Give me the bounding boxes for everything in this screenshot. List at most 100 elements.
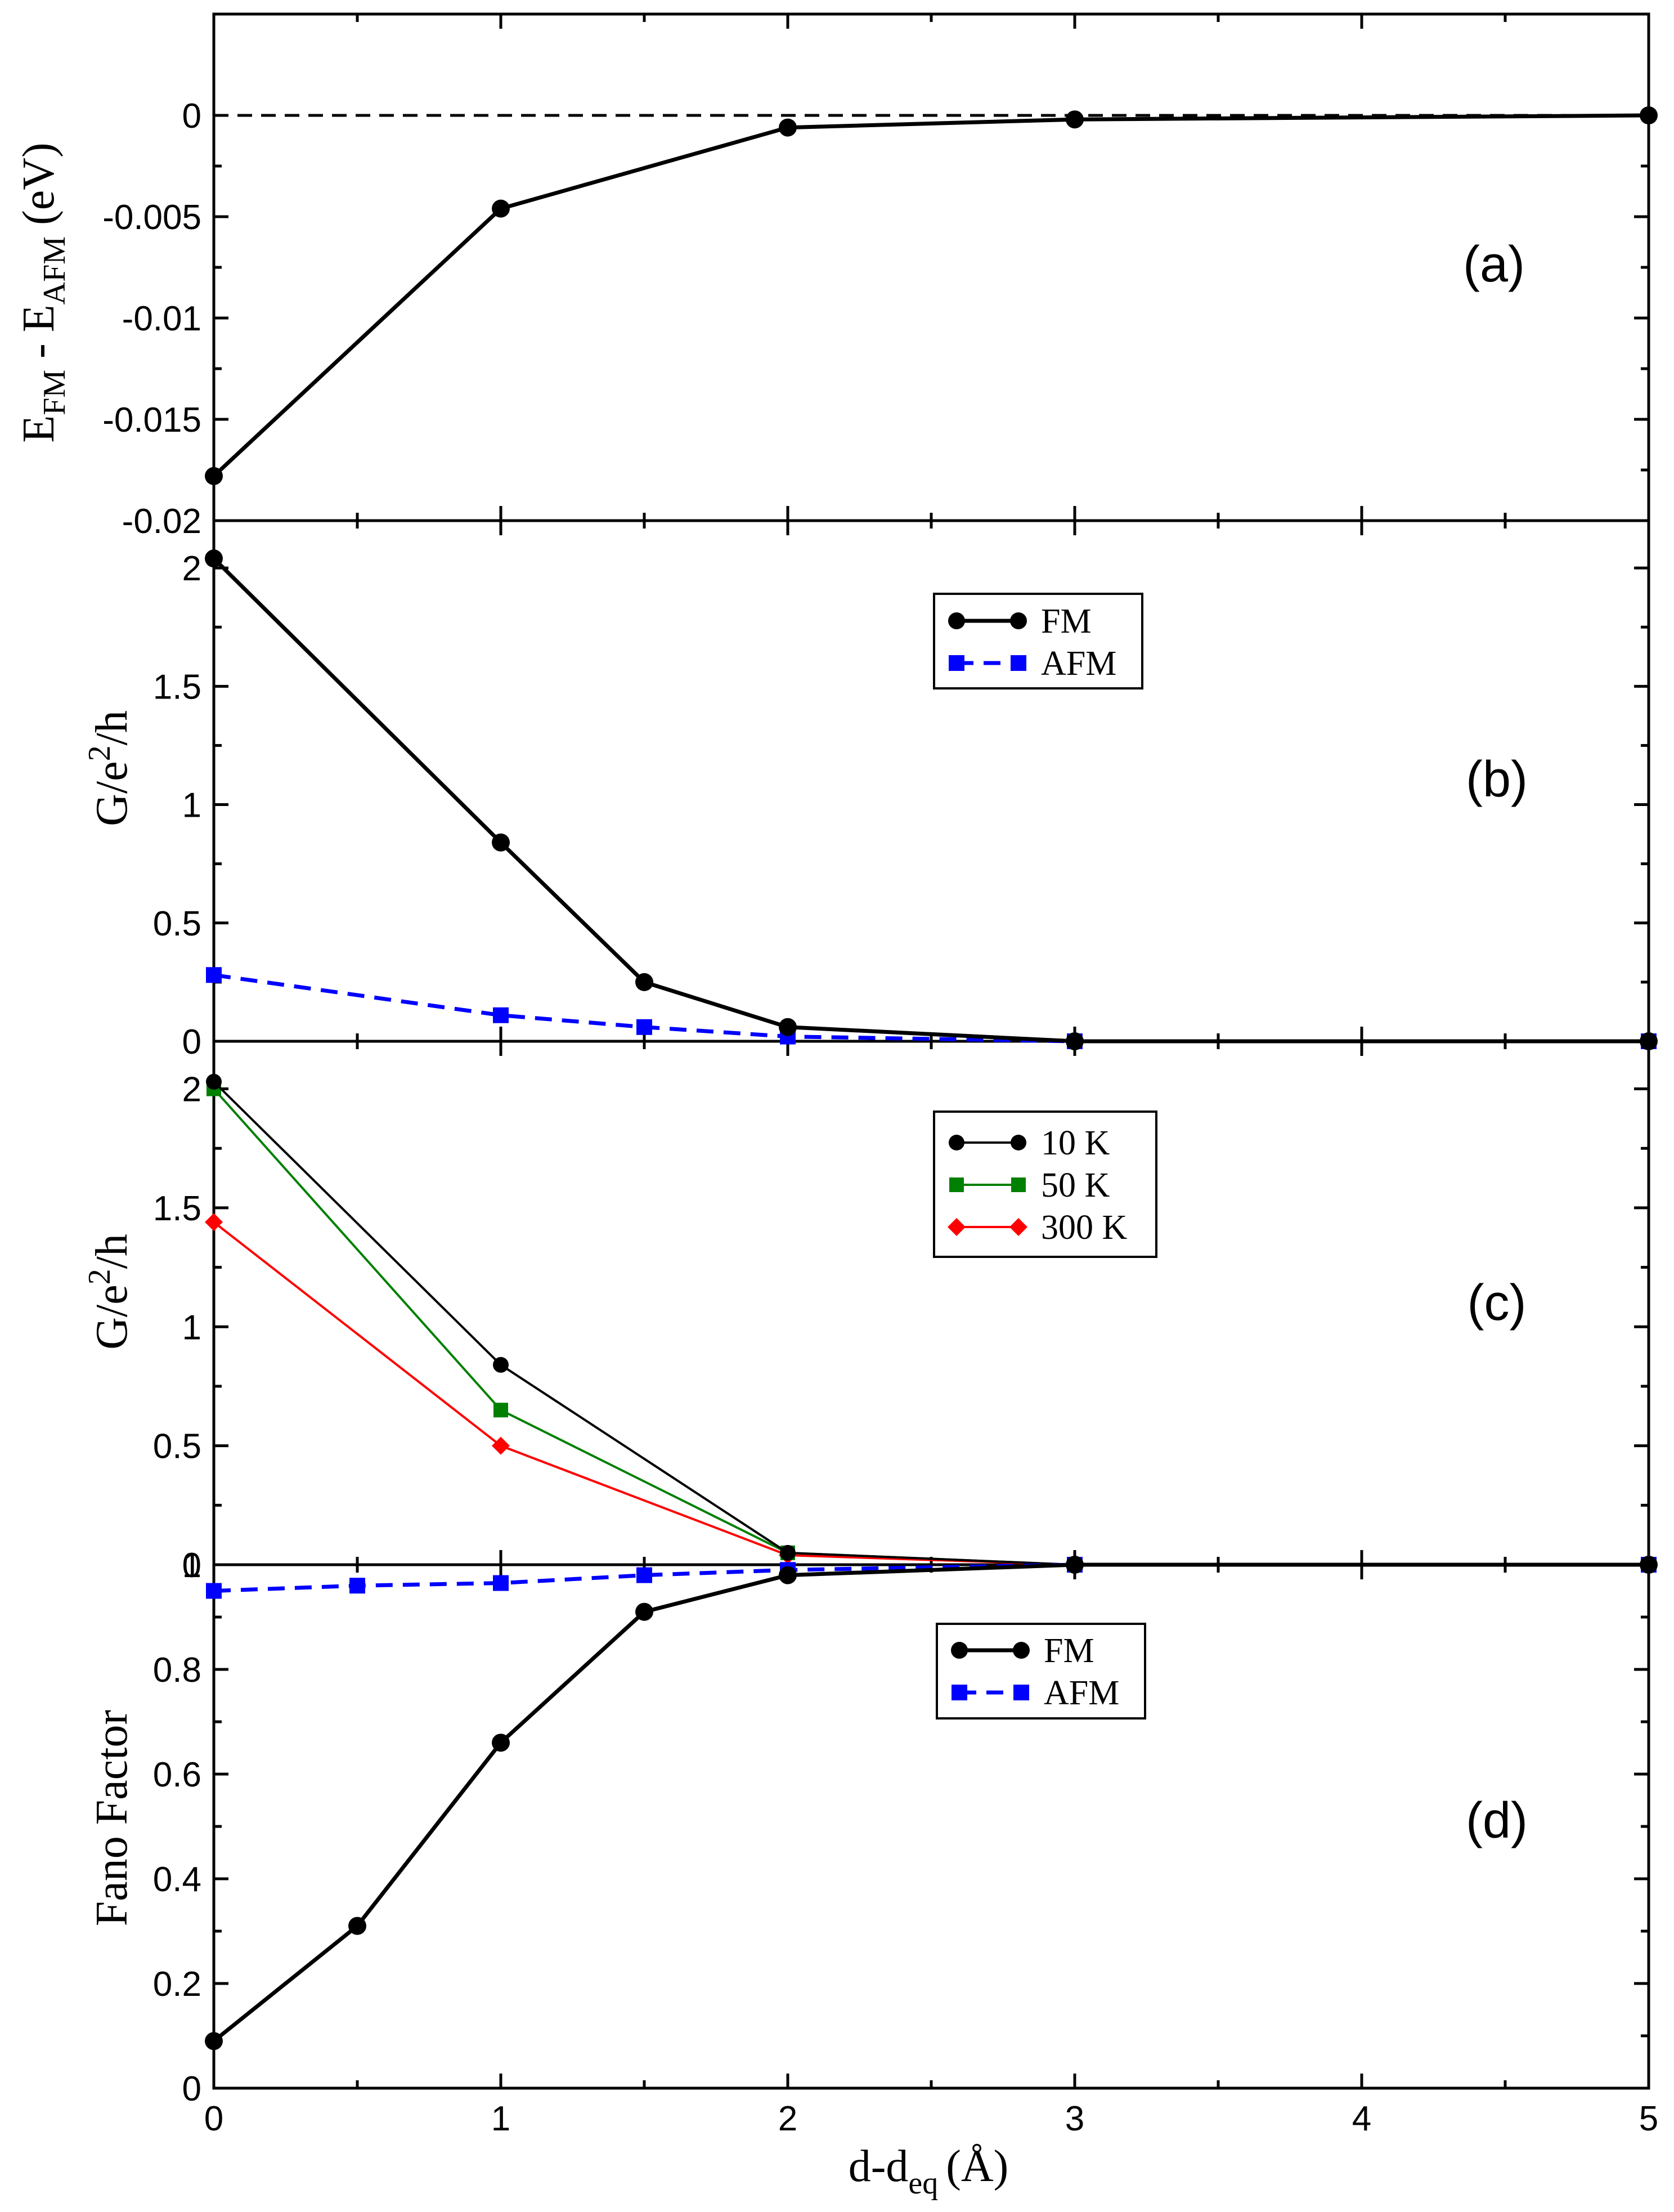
legend-c-50k-label: 50 K [1041, 1166, 1110, 1204]
panel-d-point [349, 1578, 365, 1594]
legend-b-afm-marker-start [949, 655, 964, 671]
panel-a-point [1066, 110, 1084, 129]
panel-b-series-afm [213, 973, 1649, 1044]
axis-ticks: 0 -0.005 -0.01 -0.015 -0.02 0 0.5 1 1.5 2 0 0.5 1 1.5… [102, 14, 1658, 2138]
x-axis-label-unit: (Å) [946, 2142, 1008, 2191]
panel-d-y-label: Fano Factor [87, 1710, 137, 1926]
panel-c-point [493, 1356, 509, 1373]
panel-d-tag: (d) [1466, 1793, 1528, 1849]
panel-b-y-label: G/e2/h [82, 710, 137, 826]
legend-c-300k-marker-start [948, 1218, 966, 1236]
panel-b-point [206, 967, 222, 983]
legend-d: FM AFM [936, 1623, 1146, 1720]
legend-b-fm-marker-start [948, 612, 965, 629]
legend-c-10k-marker-end [1011, 1135, 1026, 1150]
panel-d-series-fm [212, 1562, 1649, 2043]
panel-c-point [780, 1544, 796, 1561]
legend-b: FM AFM [933, 593, 1143, 689]
legend-c-50k-marker-start [949, 1177, 964, 1192]
x-tick-label: 5 [1639, 2099, 1658, 2138]
legend-b-fm-label: FM [1041, 602, 1092, 641]
panel-d-point [348, 1917, 366, 1935]
panel-a-ytick-label: -0.005 [102, 198, 201, 237]
panel-d-ytick-label: 1 [182, 1546, 201, 1585]
x-axis-label-sub: eq [908, 2166, 938, 2201]
panel-b-ytick-label: 2 [182, 549, 201, 588]
panel-b-ytick-label: 0.5 [153, 904, 201, 943]
x-tick-label: 4 [1352, 2099, 1371, 2138]
panel-d-point [636, 1567, 652, 1583]
legend-c-300k-label: 300 K [1041, 1208, 1128, 1247]
panel-a-point [779, 118, 797, 137]
panel-b-series-fm [212, 557, 1649, 1044]
legend-c-10k-marker-start [949, 1135, 964, 1150]
panel-b-point [779, 1018, 797, 1036]
panel-c-ytick-label: 0.5 [153, 1427, 201, 1466]
panel-a-ytick-label: -0.01 [122, 299, 201, 338]
x-tick-label: 2 [778, 2099, 797, 2138]
panel-a-frame [212, 12, 1650, 522]
panel-frames [212, 12, 1650, 2090]
panel-a-series-e-fm-e-afm [212, 113, 1649, 478]
panel-d-point [635, 1602, 653, 1621]
panel-d-ytick-label: 0 [182, 2070, 201, 2108]
panel-b-ytick-label: 1.5 [153, 668, 201, 706]
panel-d-point [493, 1575, 509, 1591]
panel-a-point [1640, 106, 1658, 124]
legend-d-afm-label: AFM [1044, 1674, 1119, 1712]
panel-d-point [492, 1734, 510, 1752]
panel-c-ytick-label: 1 [182, 1308, 201, 1347]
panel-c-frame [212, 1040, 1650, 1566]
panel-d-ytick-label: 0.2 [153, 1965, 201, 2004]
legend-d-box [936, 1623, 1146, 1720]
x-tick-label: 0 [204, 2099, 223, 2138]
x-tick-label: 3 [1065, 2099, 1084, 2138]
panel-d-point [205, 2032, 223, 2050]
panel-c-y-label: G/e2/h [82, 1234, 137, 1350]
panel-d-ytick-label: 0.6 [153, 1756, 201, 1794]
panel-a-point [205, 467, 223, 485]
panel-c-series-300-k [213, 1221, 1649, 1566]
panel-b-point [492, 833, 510, 852]
x-axis-label-main: d-d [849, 2142, 909, 2191]
panel-d-point [1640, 1556, 1658, 1574]
panel-c-series-50-k [213, 1088, 1649, 1566]
panel-b-frame [212, 519, 1650, 1043]
panel-d-point [206, 1583, 222, 1599]
legend-d-fm-marker-start [951, 1642, 968, 1659]
legend-c-10k-label: 10 K [1041, 1124, 1110, 1162]
panel-b-point [493, 1007, 509, 1023]
legend-b-afm-label: AFM [1041, 644, 1116, 683]
panel-c-tag: (c) [1467, 1275, 1527, 1331]
panel-b-point [1066, 1032, 1084, 1050]
data-series [205, 106, 1658, 2050]
panel-c-point [493, 1403, 508, 1418]
panel-a-y-label: EFM - EAFM (eV) [14, 142, 72, 442]
legend-c-50k-marker-end [1011, 1177, 1026, 1192]
legend-b-afm-marker-end [1011, 655, 1026, 671]
legend-d-fm-marker-end [1013, 1642, 1030, 1659]
panel-b-point [1640, 1032, 1658, 1050]
panel-a-ytick-label: -0.015 [102, 401, 201, 440]
panel-a-ytick-label: -0.02 [122, 502, 201, 541]
legend-b-box [933, 593, 1143, 689]
x-axis-label: d-deq (Å) [849, 2142, 1009, 2201]
panel-c-ytick-label: 2 [182, 1071, 201, 1109]
panel-d-frame [212, 1563, 1650, 2090]
legend-d-afm-marker-start [952, 1685, 967, 1700]
panel-b-tag: (b) [1466, 751, 1528, 808]
panel-b-ytick-label: 0 [182, 1023, 201, 1062]
panel-b-point [205, 549, 223, 568]
legend-b-fm-marker-end [1010, 612, 1027, 629]
panel-b-point [635, 973, 653, 991]
panel-d-ytick-label: 0.4 [153, 1860, 201, 1899]
panel-c-ytick-label: 1.5 [153, 1189, 201, 1228]
panel-c-point [492, 1436, 510, 1455]
legend-c: 10 K 50 K 300 K [933, 1111, 1157, 1258]
panel-d-point [779, 1566, 797, 1584]
panel-a-point [492, 199, 510, 218]
panel-a-tag: (a) [1463, 236, 1525, 293]
panel-a-ytick-label: 0 [182, 97, 201, 136]
panel-c-point [206, 1073, 222, 1090]
x-tick-label: 1 [491, 2099, 510, 2138]
